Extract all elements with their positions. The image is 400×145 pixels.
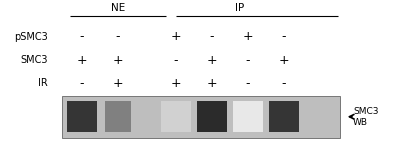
- FancyBboxPatch shape: [197, 101, 227, 133]
- Text: +: +: [207, 54, 217, 67]
- Text: +: +: [113, 77, 123, 90]
- Text: -: -: [282, 30, 286, 44]
- FancyBboxPatch shape: [233, 101, 263, 133]
- FancyBboxPatch shape: [269, 101, 299, 133]
- Text: +: +: [243, 30, 253, 44]
- Text: IR: IR: [38, 78, 48, 88]
- FancyBboxPatch shape: [105, 101, 131, 133]
- Text: -: -: [116, 30, 120, 44]
- FancyBboxPatch shape: [161, 101, 191, 133]
- Text: -: -: [174, 54, 178, 67]
- Text: -: -: [80, 77, 84, 90]
- Text: +: +: [77, 54, 87, 67]
- Text: -: -: [246, 77, 250, 90]
- Text: NE: NE: [111, 3, 125, 13]
- Text: -: -: [80, 30, 84, 44]
- Text: -: -: [210, 30, 214, 44]
- Text: pSMC3: pSMC3: [14, 32, 48, 42]
- Text: +: +: [171, 30, 181, 44]
- Text: SMC3: SMC3: [20, 55, 48, 65]
- Text: IP: IP: [235, 3, 245, 13]
- FancyBboxPatch shape: [62, 96, 340, 138]
- Text: +: +: [279, 54, 289, 67]
- Text: -: -: [282, 77, 286, 90]
- Text: -: -: [246, 54, 250, 67]
- Text: +: +: [113, 54, 123, 67]
- Text: SMC3
WB: SMC3 WB: [353, 107, 379, 127]
- Text: +: +: [207, 77, 217, 90]
- Text: +: +: [171, 77, 181, 90]
- FancyBboxPatch shape: [67, 101, 97, 133]
